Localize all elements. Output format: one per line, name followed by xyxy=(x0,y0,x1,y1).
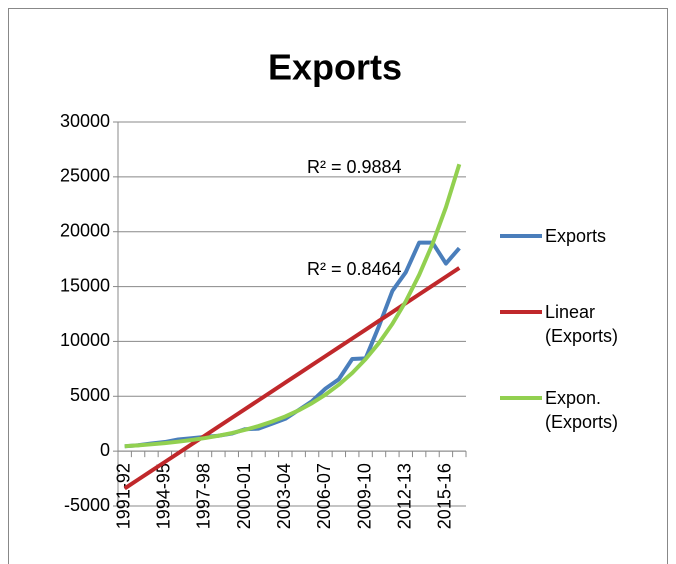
x-tick-label: 2015-16 xyxy=(435,463,455,529)
chart-title: Exports xyxy=(268,47,402,88)
legend-label: Linear (Exports) xyxy=(545,302,619,346)
y-tick-label: 15000 xyxy=(60,275,110,295)
y-tick-label: 10000 xyxy=(60,330,110,350)
x-tick-label: 1991-92 xyxy=(113,463,133,529)
y-tick-label: 5000 xyxy=(70,385,110,405)
x-tick-label: 2003-04 xyxy=(274,463,294,529)
x-tick-label: 1994-95 xyxy=(154,463,174,529)
data-line xyxy=(124,163,462,449)
y-tick-label: -5000 xyxy=(64,495,110,515)
annotation: R² = 0.9884 xyxy=(307,157,402,177)
legend-label: Exports xyxy=(545,226,607,246)
annotation: R² = 0.8464 xyxy=(307,259,402,279)
chart-border xyxy=(8,8,668,564)
x-tick-label: 2006-07 xyxy=(314,463,334,529)
data-line xyxy=(124,240,461,449)
x-tick-label: 2009-10 xyxy=(354,463,374,529)
y-tick-label: 30000 xyxy=(60,111,110,131)
y-tick-label: 25000 xyxy=(60,166,110,186)
y-tick-label: 0 xyxy=(100,440,110,460)
x-tick-label: 2000-01 xyxy=(234,463,254,529)
y-tick-label: 20000 xyxy=(60,220,110,240)
x-tick-label: 1997-98 xyxy=(194,463,214,529)
legend-label: Expon. (Exports) xyxy=(545,388,619,432)
x-tick-label: 2012-13 xyxy=(395,463,415,529)
